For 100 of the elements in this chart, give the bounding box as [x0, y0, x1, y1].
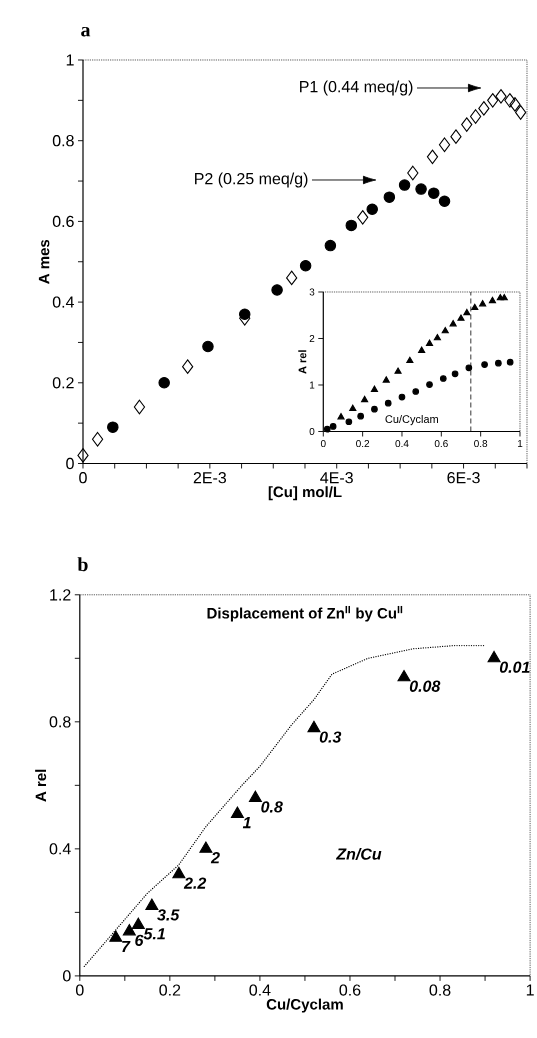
point: [433, 333, 441, 341]
point: [299, 260, 312, 272]
point: [91, 431, 104, 447]
x-tick-label: 0: [320, 440, 326, 448]
point: [471, 303, 479, 311]
x-tick-label: 2E-3: [193, 472, 227, 484]
point: [509, 97, 521, 112]
point: [487, 93, 499, 108]
annotation: 1: [242, 817, 251, 829]
point: [286, 270, 298, 286]
point: [394, 367, 402, 374]
point: [384, 399, 392, 407]
x-axis-title: [Cu] mol/L: [268, 486, 342, 501]
point: [451, 370, 459, 378]
chart-title: a: [81, 26, 91, 37]
point: [383, 191, 396, 203]
point: [426, 381, 433, 388]
x-tick-label: 0.2: [159, 984, 181, 996]
point: [202, 340, 214, 353]
y-tick-label: 3: [309, 288, 315, 296]
x-tick-label: 0: [79, 472, 87, 484]
point: [438, 137, 451, 153]
point: [412, 388, 420, 395]
point: [329, 423, 337, 430]
line-series: [83, 644, 486, 968]
point: [131, 917, 145, 930]
point: [145, 898, 159, 911]
annotation: 0.3: [319, 731, 342, 743]
point: [199, 841, 213, 853]
y-tick-label: 2: [309, 335, 315, 342]
annotation: 6: [135, 934, 144, 946]
point: [515, 105, 527, 120]
x-tick-label: 0: [75, 984, 84, 996]
y-tick-label: 0.4: [52, 296, 74, 308]
point: [361, 395, 369, 403]
y-tick-label: 0: [62, 970, 71, 982]
point: [449, 320, 457, 327]
point: [441, 327, 449, 334]
point: [230, 806, 244, 818]
point: [415, 183, 427, 195]
y-tick-label: 1: [66, 54, 74, 66]
point: [109, 930, 123, 942]
x-tick-label: 4E-3: [320, 472, 353, 484]
y-tick-label: 0.6: [52, 215, 74, 228]
annotation: 0.08: [409, 680, 441, 692]
annotation: P2 (0.25 meq/g): [195, 172, 308, 188]
x-axis-title: Cu/Cyclam: [266, 998, 343, 1013]
point: [357, 412, 365, 420]
annotation: 2: [210, 852, 220, 864]
x-tick-label: 0.6: [434, 440, 448, 448]
point: [407, 165, 419, 181]
point: [479, 300, 487, 307]
point: [398, 393, 406, 401]
point: [77, 448, 89, 463]
x-tick-label: 6E-3: [447, 472, 480, 484]
point: [461, 117, 473, 132]
annotation: 2.2: [183, 877, 207, 889]
point: [504, 93, 516, 108]
point: [370, 385, 379, 392]
annotation: 0.01: [499, 661, 530, 673]
point: [371, 405, 378, 413]
y-tick-label: 0.8: [52, 135, 74, 147]
point: [182, 359, 194, 374]
y-axis-title: A rel: [298, 350, 307, 374]
y-axis-title: A rel: [35, 769, 47, 802]
point: [307, 720, 321, 733]
point: [382, 376, 390, 383]
text: Displacement of Zn$^{II}$ by Cu$^{II}$: [207, 605, 403, 622]
point: [487, 650, 501, 663]
x-tick-label: 0.8: [429, 984, 451, 996]
point: [323, 425, 331, 433]
point: [438, 195, 451, 207]
x-tick-label: 1: [526, 984, 534, 996]
point: [463, 308, 471, 316]
point: [366, 203, 378, 216]
point: [439, 375, 447, 382]
y-tick-label: 0.8: [49, 716, 71, 728]
x-tick-label: 1: [517, 440, 523, 447]
chart-title: b: [77, 557, 88, 572]
point: [500, 293, 508, 301]
x-tick-label: 0.6: [339, 984, 361, 996]
x-tick-label: 0.2: [356, 440, 370, 448]
point: [122, 924, 136, 936]
point: [357, 210, 369, 225]
point: [349, 404, 357, 412]
x-tick-label: 0.4: [395, 440, 409, 448]
annotation: 3.5: [157, 909, 180, 921]
point: [425, 339, 434, 346]
point: [133, 399, 146, 415]
point: [398, 179, 411, 191]
y-tick-label: 0.2: [52, 377, 74, 389]
point: [418, 346, 426, 353]
point: [337, 413, 345, 420]
point: [271, 284, 283, 296]
x-axis-title: Cu/Cyclam: [385, 414, 438, 426]
point: [469, 109, 482, 124]
point: [406, 356, 414, 364]
annotation: P1 (0.44 meq/g): [300, 80, 413, 96]
point: [324, 239, 337, 252]
point: [107, 421, 119, 433]
